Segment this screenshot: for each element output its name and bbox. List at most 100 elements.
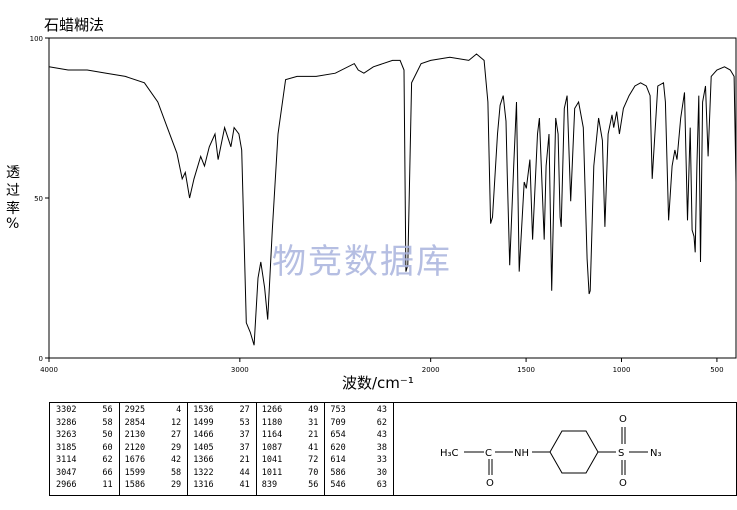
- peak-table-row: 654 43: [324, 430, 393, 441]
- x-tick-label: 4000: [40, 366, 58, 374]
- peak-wavenumber: 1011: [261, 467, 283, 478]
- plot-frame: [48, 37, 737, 359]
- peak-wavenumber: 2120: [124, 442, 146, 453]
- peak-transmittance: 58: [170, 467, 182, 478]
- peak-transmittance: 29: [170, 480, 182, 490]
- peak-table-row: 3302 56: [50, 405, 119, 416]
- peak-table-row: 1316 41: [187, 480, 256, 491]
- peak-transmittance: 42: [170, 455, 182, 465]
- chart-title: 石蜡糊法: [44, 16, 105, 34]
- peak-transmittance: 11: [102, 480, 113, 490]
- y-tick-label: 100: [30, 35, 43, 43]
- peak-table-column: 1266 49 1180 31 1164 21 1087 41 1041 72 1011 70 839 5…: [256, 403, 326, 495]
- peak-wavenumber: 654: [330, 430, 346, 440]
- carbonyl-oxygen-label: O: [486, 478, 494, 489]
- peak-transmittance: 37: [239, 442, 250, 453]
- peak-wavenumber: 2925: [124, 405, 146, 415]
- peak-transmittance: 56: [102, 405, 113, 415]
- peak-wavenumber: 620: [330, 442, 346, 453]
- peak-table-row: 2966 11: [50, 480, 119, 491]
- x-axis-ticks: 4000 3000 2000 1500 1000 500: [40, 358, 724, 374]
- peak-wavenumber: 1266: [261, 405, 283, 415]
- sulfonyl-oxygen-bottom-label: O: [619, 478, 627, 489]
- spectrum-line: [48, 53, 737, 346]
- peak-table-row: 1041 72: [256, 455, 325, 466]
- peak-transmittance: 41: [239, 480, 250, 490]
- peak-table-row: 1011 70: [256, 468, 325, 479]
- peak-wavenumber: 2854: [124, 417, 146, 428]
- y-tick-label: 50: [34, 195, 43, 203]
- peak-wavenumber: 1536: [193, 405, 214, 415]
- peak-transmittance: 53: [239, 417, 250, 428]
- molecule-structure: H₃C C O NH S O O N₃: [440, 414, 662, 489]
- peak-transmittance: 41: [308, 442, 319, 453]
- peak-transmittance: 12: [170, 417, 182, 428]
- peak-transmittance: 37: [239, 430, 250, 440]
- structure-panel: H₃C C O NH S O O N₃: [392, 402, 737, 496]
- peak-table-row: 586 30: [324, 468, 393, 479]
- peak-table-row: 3114 62: [50, 455, 119, 466]
- x-tick-label: 3000: [231, 366, 249, 374]
- peak-table-row: 1405 37: [187, 443, 256, 454]
- peak-transmittance: 21: [308, 430, 319, 440]
- x-tick-label: 1500: [517, 366, 535, 374]
- sulfonyl-oxygen-top-label: O: [619, 414, 627, 425]
- peak-table-row: 3047 66: [50, 468, 119, 479]
- peak-table-row: 1180 31: [256, 418, 325, 429]
- peak-table-row: 3286 58: [50, 418, 119, 429]
- carbonyl-carbon-label: C: [485, 448, 492, 459]
- peak-wavenumber: 1466: [193, 430, 214, 440]
- peak-table-row: 1676 42: [119, 455, 188, 466]
- peak-table-row: 1087 41: [256, 443, 325, 454]
- peak-wavenumber: 753: [330, 405, 346, 415]
- peak-table-row: 1536 27: [187, 405, 256, 416]
- peak-transmittance: 30: [376, 467, 387, 478]
- peak-wavenumber: 3185: [56, 442, 77, 453]
- peak-transmittance: 43: [376, 405, 387, 415]
- x-tick-label: 1000: [613, 366, 631, 374]
- peak-wavenumber: 1180: [261, 417, 283, 428]
- peak-table-row: 3185 60: [50, 443, 119, 454]
- peak-table-row: 1164 21: [256, 430, 325, 441]
- peak-transmittance: 44: [239, 467, 250, 478]
- peak-table-row: 546 63: [324, 480, 393, 491]
- peak-table-row: 1499 53: [187, 418, 256, 429]
- peak-table-row: 839 56: [256, 480, 325, 491]
- peak-transmittance: 60: [102, 442, 113, 453]
- peak-table-column: 2925 4 2854 12 2130 27 2120 29 1676 42 1599 58 1586 2…: [119, 403, 189, 495]
- peak-wavenumber: 3263: [56, 430, 77, 440]
- peak-wavenumber: 3302: [56, 405, 77, 415]
- peak-wavenumber: 1316: [193, 480, 214, 490]
- peak-table-row: 753 43: [324, 405, 393, 416]
- peak-wavenumber: 3114: [56, 455, 77, 465]
- y-axis-label-char: %: [6, 216, 20, 232]
- peak-transmittance: 29: [170, 442, 182, 453]
- peak-wavenumber: 2966: [56, 480, 77, 490]
- sulfur-label: S: [618, 448, 624, 459]
- x-tick-label: 500: [710, 366, 723, 374]
- peak-transmittance: 56: [308, 480, 319, 490]
- peak-table-row: 1599 58: [119, 468, 188, 479]
- peak-transmittance: 62: [376, 417, 387, 428]
- peak-table-row: 2925 4: [119, 405, 188, 416]
- peak-transmittance: 27: [170, 430, 182, 440]
- peak-table-row: 1586 29: [119, 480, 188, 491]
- peak-table-row: 620 38: [324, 443, 393, 454]
- peak-transmittance: 63: [376, 480, 387, 490]
- peak-table-row: 614 33: [324, 455, 393, 466]
- peak-wavenumber: 1087: [261, 442, 283, 453]
- peak-wavenumber: 839: [261, 480, 278, 490]
- peak-transmittance: 66: [102, 467, 113, 478]
- y-axis-label-char: 透: [6, 165, 20, 181]
- peak-wavenumber: 709: [330, 417, 346, 428]
- peak-table-row: 1322 44: [187, 468, 256, 479]
- peak-transmittance: 49: [308, 405, 319, 415]
- x-tick-label: 2000: [422, 366, 440, 374]
- peak-table-column: 1536 27 1499 53 1466 37 1405 37 1366 21 1322 44 1316…: [187, 403, 257, 495]
- peak-transmittance: 21: [239, 455, 250, 465]
- peak-wavenumber: 3286: [56, 417, 77, 428]
- peak-wavenumber: 546: [330, 480, 346, 490]
- y-axis-ticks: 0 50 100: [30, 35, 49, 363]
- y-axis-label-char: 率: [6, 201, 20, 217]
